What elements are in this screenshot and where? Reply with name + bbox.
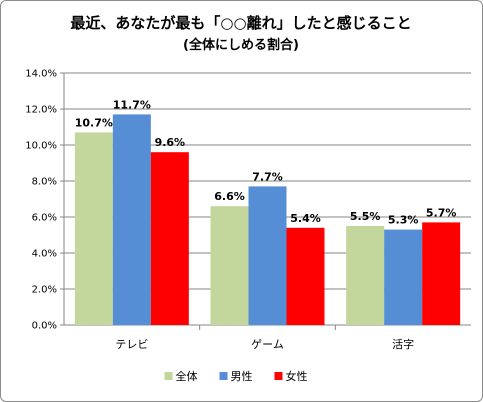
bar-全体 bbox=[346, 226, 385, 325]
y-tick-label: 6.0% bbox=[32, 213, 57, 224]
data-label: 5.7% bbox=[426, 206, 457, 219]
y-tick-label: 14.0% bbox=[25, 69, 57, 80]
y-tick-label: 0.0% bbox=[32, 321, 57, 332]
data-label: 6.6% bbox=[214, 190, 245, 203]
y-tick-label: 2.0% bbox=[32, 285, 57, 296]
data-label: 5.3% bbox=[388, 214, 419, 227]
chart-subtitle: (全体にしめる割合) bbox=[183, 37, 299, 53]
legend-swatch bbox=[219, 372, 228, 380]
bar-女性 bbox=[150, 152, 189, 325]
bar-女性 bbox=[286, 227, 325, 325]
legend: 全体 男性 女性 bbox=[164, 369, 308, 383]
legend-swatch bbox=[274, 372, 283, 380]
data-label: 11.7% bbox=[113, 98, 151, 111]
y-tick-label: 8.0% bbox=[32, 177, 57, 188]
axes: 0.0% 2.0% 4.0% 6.0% 8.0% 10.0% 12.0% 14.0% テレビ ゲー… bbox=[25, 69, 471, 351]
x-category-label: テレビ bbox=[115, 338, 148, 351]
chart-title: 最近、あなたが最も「○○離れ」したと感じること bbox=[70, 14, 411, 32]
legend-label: 女性 bbox=[286, 369, 308, 383]
data-label: 5.4% bbox=[290, 212, 321, 225]
data-labels: 10.7%11.7% 9.6% 6.6% 7.7% 5.4% 5.5% 5.3% 5.7% bbox=[75, 98, 457, 226]
data-label: 10.7% bbox=[75, 116, 113, 129]
legend-label: 全体 bbox=[176, 369, 198, 383]
bar-男性 bbox=[112, 114, 151, 326]
y-tick-label: 4.0% bbox=[32, 249, 57, 260]
x-category-label: ゲーム bbox=[251, 338, 284, 351]
bar-全体 bbox=[210, 206, 249, 325]
bars bbox=[74, 114, 461, 326]
legend-label: 男性 bbox=[231, 369, 253, 383]
bar-男性 bbox=[384, 229, 423, 325]
bar-全体 bbox=[74, 132, 113, 325]
data-label: 7.7% bbox=[252, 170, 283, 183]
y-tick-label: 10.0% bbox=[25, 141, 57, 152]
data-label: 5.5% bbox=[350, 210, 381, 223]
y-tick-label: 12.0% bbox=[25, 105, 57, 116]
data-label: 9.6% bbox=[155, 136, 186, 149]
bar-男性 bbox=[248, 186, 287, 325]
legend-swatch bbox=[164, 372, 173, 380]
bar-女性 bbox=[422, 222, 461, 325]
x-category-label: 活字 bbox=[392, 337, 414, 351]
